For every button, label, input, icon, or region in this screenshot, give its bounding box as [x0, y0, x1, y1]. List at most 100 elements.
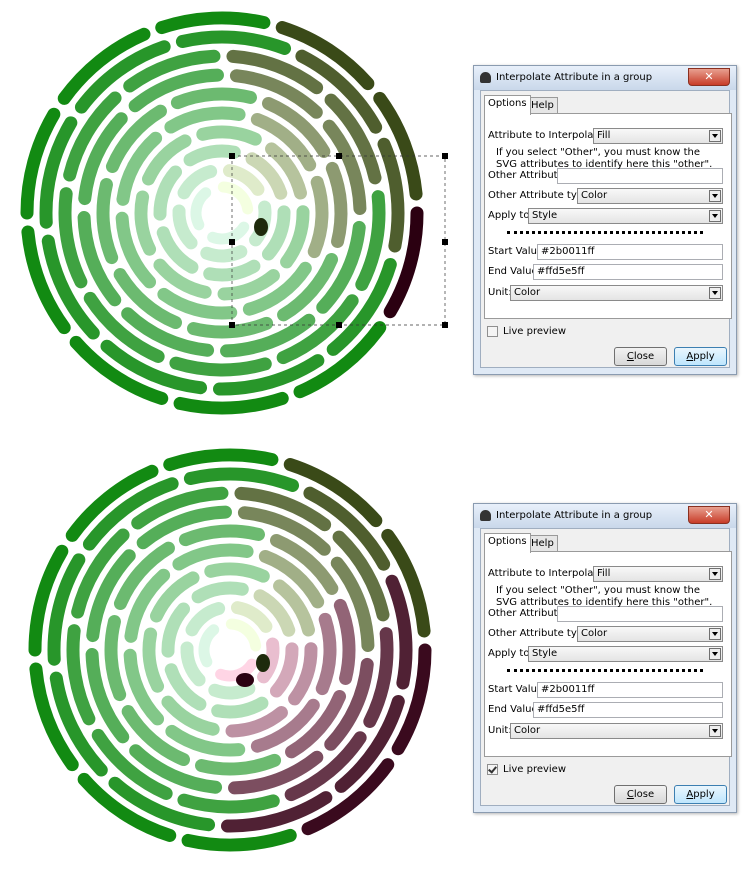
stroke-segment	[242, 261, 312, 316]
checkbox[interactable]	[487, 764, 498, 775]
stroke-segment	[180, 641, 206, 687]
dropdown-arrow	[709, 725, 721, 737]
dropdown[interactable]: Style	[528, 208, 723, 224]
stroke-segment	[124, 568, 171, 643]
checkbox[interactable]	[487, 326, 498, 337]
stroke-segment	[207, 221, 250, 245]
button[interactable]: Close	[614, 785, 667, 804]
dropdown[interactable]: Fill	[593, 128, 723, 144]
stroke-segment	[334, 694, 405, 793]
stroke-segment	[121, 705, 191, 767]
dropdown-arrow	[709, 130, 721, 142]
dropdown[interactable]: Color	[577, 188, 723, 204]
stroke-segment	[381, 528, 431, 638]
stroke-segment	[265, 142, 307, 200]
selection-handle	[442, 153, 448, 159]
stroke-segment	[383, 206, 424, 319]
close-window-button[interactable]: ✕	[688, 506, 730, 524]
stroke-segment	[173, 391, 289, 415]
center-blob	[236, 673, 254, 687]
stroke-segment	[41, 234, 100, 340]
button[interactable]: Apply	[674, 347, 727, 366]
stroke-segment	[301, 758, 395, 836]
stroke-segment	[47, 553, 86, 666]
field-label: Start Value:	[488, 684, 547, 695]
stroke-segment	[283, 458, 383, 528]
stroke-segment	[211, 696, 269, 719]
stroke-segment	[275, 21, 375, 91]
stroke-segment	[77, 211, 122, 307]
dialog-body: Options Help Attribute to Interpolate: Fill…	[480, 90, 732, 368]
text-input[interactable]	[557, 168, 723, 184]
selection-handle	[442, 322, 448, 328]
stroke-segment	[131, 486, 229, 530]
dialog-title: Interpolate Attribute in a group	[496, 72, 653, 83]
close-window-button[interactable]: ✕	[688, 68, 730, 86]
dropdown[interactable]: Color	[577, 626, 723, 642]
stroke-segment	[161, 695, 220, 736]
dropdown-arrow	[709, 190, 721, 202]
stroke-segment	[65, 464, 159, 542]
selection-handle	[229, 322, 235, 328]
stroke-segment	[316, 220, 366, 314]
info-text: SVG attributes to identify here this "ot…	[496, 159, 713, 170]
stroke-segment	[96, 178, 119, 265]
stroke-segment	[377, 137, 405, 253]
text-input[interactable]: #ffd5e5ff	[533, 702, 723, 718]
center-blob	[254, 218, 268, 236]
text-input[interactable]: #ffd5e5ff	[533, 264, 723, 280]
stroke-segment	[134, 190, 157, 256]
dropdown[interactable]: Style	[528, 646, 723, 662]
stroke-segment	[77, 772, 177, 842]
stroke-segment	[185, 602, 226, 637]
stroke-segment	[164, 106, 246, 134]
stroke-segment	[175, 30, 292, 55]
stroke-segment	[170, 87, 257, 110]
stroke-segment	[373, 91, 423, 201]
stroke-segment	[123, 49, 221, 93]
stroke-segment	[150, 571, 200, 623]
dropdown[interactable]: Color	[510, 723, 723, 739]
field-label: Apply to:	[488, 648, 533, 659]
dropdown[interactable]: Fill	[593, 566, 723, 582]
dialog-window: Interpolate Attribute in a group ✕ Options…	[473, 65, 737, 375]
tab[interactable]: Help	[527, 535, 558, 552]
stroke-segment	[288, 642, 318, 706]
button[interactable]: Apply	[674, 785, 727, 804]
stroke-segment	[183, 467, 300, 492]
stroke-segment	[69, 335, 169, 405]
tab[interactable]: Help	[527, 97, 558, 114]
stroke-segment	[177, 793, 280, 814]
dropdown-arrow	[709, 287, 721, 299]
stroke-segment	[105, 104, 167, 174]
text-input[interactable]: #2b0011ff	[537, 244, 723, 260]
stroke-segment	[121, 307, 215, 357]
stroke-segment	[220, 791, 333, 833]
dropdown-arrow	[709, 648, 721, 660]
text-input[interactable]: #2b0011ff	[537, 682, 723, 698]
selection-handle	[442, 239, 448, 245]
stroke-segment	[195, 753, 282, 776]
text-input[interactable]	[557, 606, 723, 622]
separator	[507, 231, 703, 234]
dropdown[interactable]: Color	[510, 285, 723, 301]
stroke-segment	[285, 689, 347, 759]
separator	[507, 669, 703, 672]
field-label: Other Attribute:	[488, 608, 568, 619]
button[interactable]: Close	[614, 347, 667, 366]
stroke-segment	[257, 637, 280, 684]
field-label: Other Attribute:	[488, 170, 568, 181]
field-label: Start Value:	[488, 246, 547, 257]
stroke-segment	[385, 574, 413, 690]
field-label: Other Attribute type:	[488, 628, 593, 639]
stroke-segment	[177, 165, 218, 200]
dialog-title: Interpolate Attribute in a group	[496, 510, 653, 521]
stroke-segment	[215, 658, 258, 682]
stroke-segment	[136, 505, 232, 550]
checkbox-label: Live preview	[503, 326, 567, 337]
field-label: End Value:	[488, 266, 542, 277]
tab[interactable]: Options	[484, 95, 531, 115]
tab[interactable]: Options	[484, 533, 531, 553]
